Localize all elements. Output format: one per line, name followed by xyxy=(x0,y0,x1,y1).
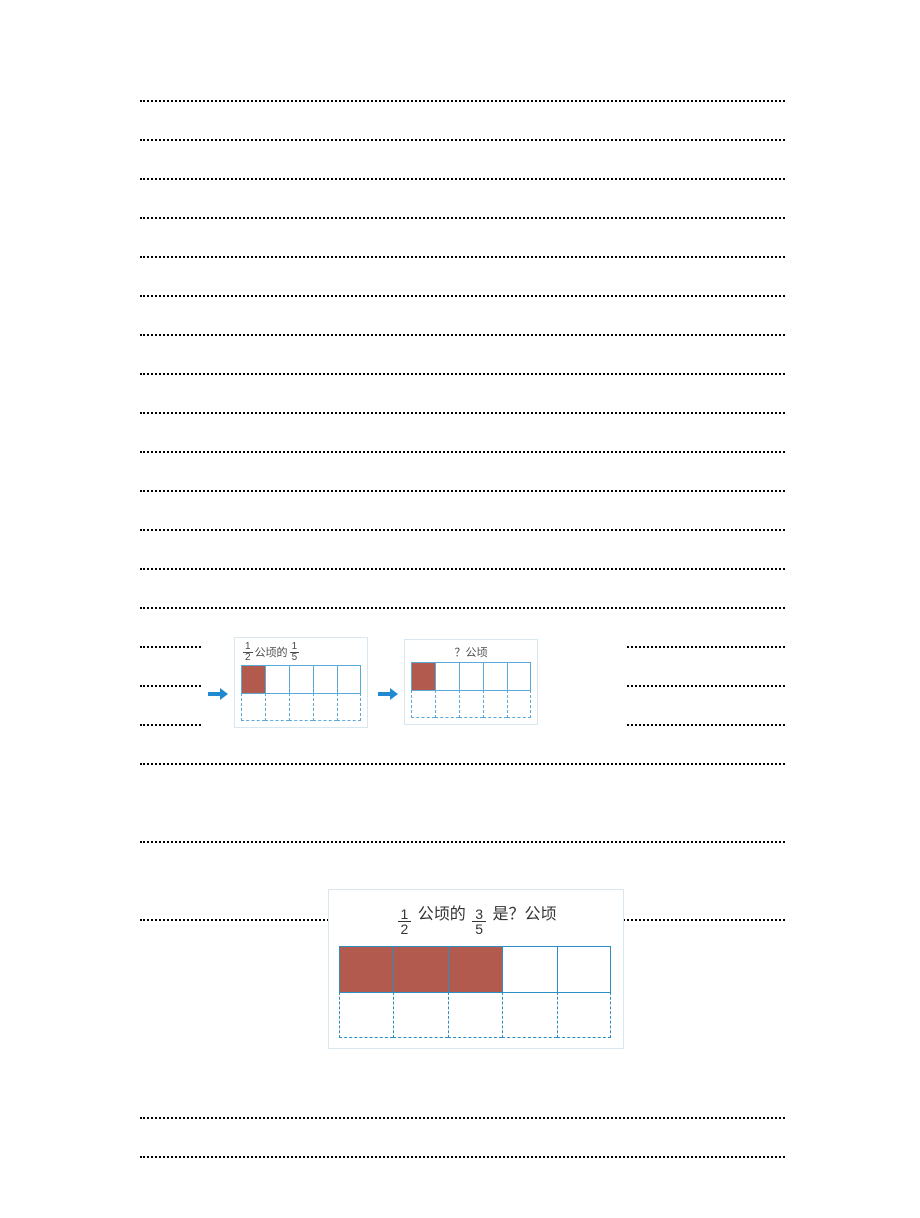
fraction-area-diagram-2: 1 2 公顷的 3 5 是？公顷 xyxy=(328,889,624,1049)
panel-2-label: ？公顷 xyxy=(411,644,531,660)
panel-2: ？公顷 xyxy=(404,639,538,725)
fraction-1-2: 1 2 xyxy=(243,642,253,663)
label-text: 公顷的 xyxy=(418,906,466,923)
dotted-line xyxy=(140,1156,785,1158)
numerator: 1 xyxy=(243,642,253,653)
fraction-1-5: 1 5 xyxy=(290,642,300,663)
grid-cell xyxy=(459,662,483,690)
grid-cell xyxy=(483,662,507,690)
arrow-right-icon xyxy=(208,687,228,701)
fraction-area-diagram-1: 1 2 公顷的 1 5 ？公顷 xyxy=(202,632,627,732)
arrow-right-icon xyxy=(378,687,398,701)
grid-cell xyxy=(435,662,459,690)
denominator: 2 xyxy=(243,653,253,663)
grid-cell xyxy=(411,690,435,718)
grid-cell xyxy=(448,992,502,1038)
grid-cell-filled xyxy=(241,665,265,693)
grid-cell xyxy=(483,690,507,718)
grid-cell-filled xyxy=(393,946,447,992)
numerator: 1 xyxy=(290,642,300,653)
area-grid-large xyxy=(339,946,611,1038)
grid-cell-filled xyxy=(448,946,502,992)
grid-cell xyxy=(289,665,313,693)
grid-cell xyxy=(265,665,289,693)
denominator: 5 xyxy=(472,922,486,936)
grid-cell xyxy=(241,693,265,721)
grid-cell xyxy=(507,690,531,718)
grid-cell xyxy=(507,662,531,690)
grid-cell xyxy=(337,665,361,693)
grid-cell xyxy=(265,693,289,721)
grid-cell xyxy=(502,946,556,992)
numerator: 3 xyxy=(472,907,486,922)
fraction-1-2: 1 2 xyxy=(398,907,412,936)
numerator: 1 xyxy=(398,907,412,922)
grid-cell xyxy=(557,946,611,992)
grid-cell-filled xyxy=(411,662,435,690)
grid-cell xyxy=(339,992,393,1038)
label-text: ？公顷 xyxy=(455,644,488,660)
grid-cell xyxy=(313,693,337,721)
fraction-3-5: 3 5 xyxy=(472,907,486,936)
grid-cell xyxy=(435,690,459,718)
grid-cell xyxy=(393,992,447,1038)
grid-cell xyxy=(502,992,556,1038)
grid-cell xyxy=(557,992,611,1038)
denominator: 2 xyxy=(398,922,412,936)
grid-cell xyxy=(289,693,313,721)
area-grid xyxy=(241,665,361,721)
grid-cell-filled xyxy=(339,946,393,992)
grid-cell xyxy=(313,665,337,693)
label-text: 公顷的 xyxy=(255,644,288,660)
grid-cell xyxy=(459,690,483,718)
grid-cell xyxy=(337,693,361,721)
panel-1: 1 2 公顷的 1 5 xyxy=(234,637,368,728)
diagram-2-title: 1 2 公顷的 3 5 是？公顷 xyxy=(339,900,613,936)
denominator: 5 xyxy=(290,653,300,663)
label-text: 是？公顷 xyxy=(492,906,556,923)
panel-1-label: 1 2 公顷的 1 5 xyxy=(241,642,361,663)
area-grid xyxy=(411,662,531,718)
